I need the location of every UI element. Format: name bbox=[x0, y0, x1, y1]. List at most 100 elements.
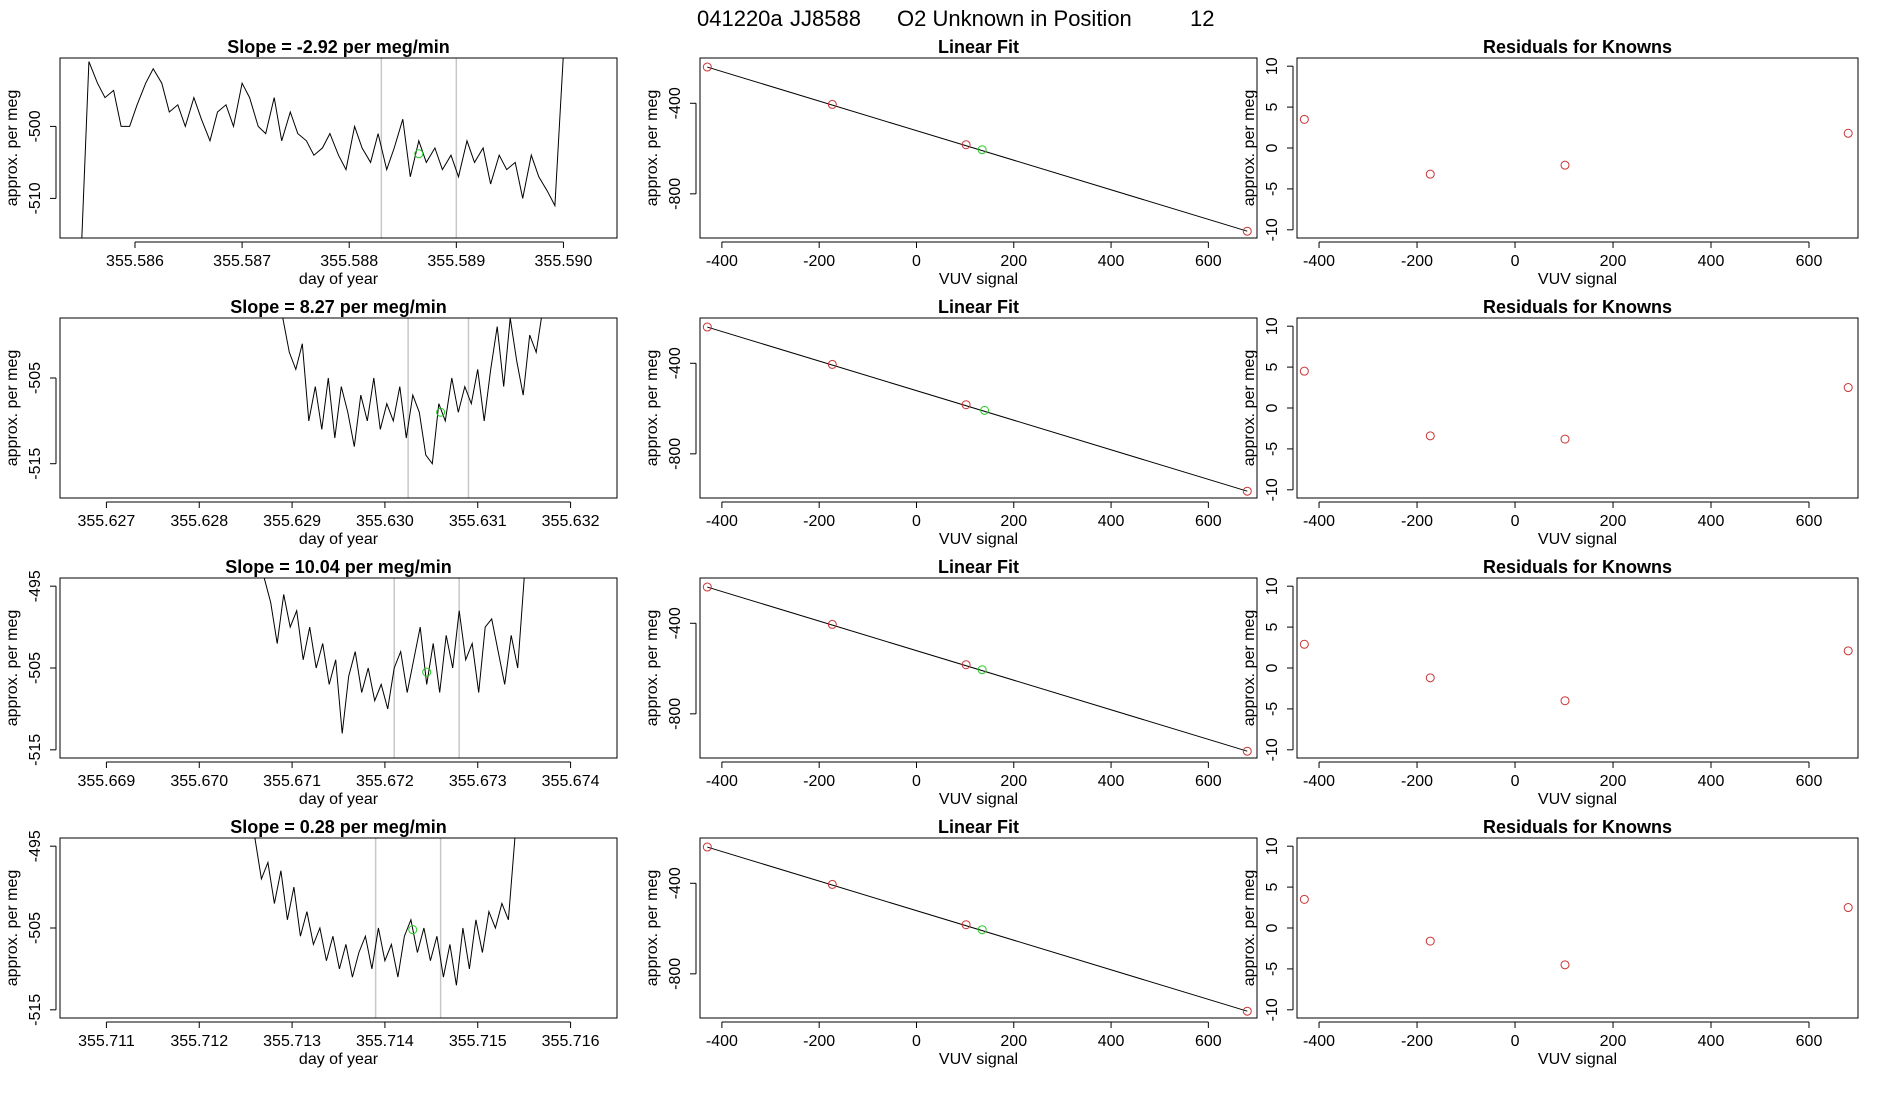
y-tick-label-2: -800 bbox=[667, 178, 684, 210]
x-axis-label: VUV signal bbox=[1538, 1051, 1617, 1068]
y-axis-label: approx. per meg bbox=[4, 350, 21, 467]
y-tick-label-1: -505 bbox=[27, 362, 44, 394]
x-tick-label-4: 200 bbox=[1000, 513, 1027, 530]
x-tick-label-5: 400 bbox=[1098, 773, 1125, 790]
chart-title: Residuals for Knowns bbox=[1483, 557, 1672, 577]
known-point-3 bbox=[1560, 434, 1570, 444]
known-point-3 bbox=[961, 400, 971, 410]
x-tick-label-3: 355.671 bbox=[263, 773, 321, 790]
known-point-3 bbox=[1560, 160, 1570, 170]
known-point-3 bbox=[961, 140, 971, 150]
known-point-1 bbox=[702, 322, 712, 332]
known-point-1 bbox=[702, 62, 712, 72]
plot-area bbox=[1299, 639, 1853, 706]
x-tick-label-3: 0 bbox=[912, 773, 921, 790]
y-tick-label-3: 0 bbox=[1264, 663, 1281, 672]
x-tick-label-6: 600 bbox=[1796, 1033, 1823, 1050]
y-axis-label: approx. per meg bbox=[4, 90, 21, 207]
x-tick-label-3: 0 bbox=[1511, 513, 1520, 530]
y-tick-label-3: -515 bbox=[27, 994, 44, 1026]
chart-panel-r3-c2: Linear Fit -400 -200 0 200 400 600 VUV signal -4… bbox=[644, 557, 1258, 808]
y-tick-label-2: -800 bbox=[667, 438, 684, 470]
y-tick-label-2: 5 bbox=[1264, 883, 1281, 892]
plot-area bbox=[1299, 894, 1853, 970]
x-tick-label-4: 355.589 bbox=[427, 253, 485, 270]
y-tick-label-4: -5 bbox=[1264, 702, 1281, 716]
plot-area bbox=[254, 838, 516, 1018]
chart-panel-r2-c3: Residuals for Knowns -400 -200 0 200 400 600 VU… bbox=[1241, 297, 1859, 548]
x-tick-label-5: 355.631 bbox=[449, 513, 507, 530]
fit-line bbox=[707, 326, 1248, 492]
figure-title: 041220a JJ8588 O2 Unknown in Position 12 bbox=[697, 6, 1214, 31]
known-point-1 bbox=[702, 582, 712, 592]
chart-panel-r2-c1: Slope = 8.27 per meg/min 355.627 355.628 35… bbox=[4, 297, 618, 548]
x-axis-label: VUV signal bbox=[939, 1051, 1018, 1068]
known-point-2 bbox=[827, 619, 837, 629]
y-axis-label: approx. per meg bbox=[644, 90, 661, 207]
chart-panel-r1-c1: Slope = -2.92 per meg/min 355.586 355.587 3… bbox=[4, 37, 618, 288]
y-axis-label: approx. per meg bbox=[644, 610, 661, 727]
x-tick-label-1: 355.627 bbox=[77, 513, 135, 530]
chart-panel-r3-c1: Slope = 10.04 per meg/min 355.669 355.670 3… bbox=[4, 557, 618, 808]
plot-area bbox=[702, 62, 1252, 236]
x-tick-label-6: 600 bbox=[1195, 773, 1222, 790]
x-tick-label-2: -200 bbox=[803, 1033, 835, 1050]
x-tick-label-3: 0 bbox=[1511, 253, 1520, 270]
plot-frame bbox=[1296, 317, 1859, 499]
x-tick-label-4: 200 bbox=[1600, 253, 1627, 270]
x-tick-label-1: -400 bbox=[1303, 253, 1335, 270]
plot-area bbox=[282, 318, 542, 498]
x-tick-label-2: 355.712 bbox=[170, 1033, 228, 1050]
y-axis-label: approx. per meg bbox=[1241, 350, 1258, 467]
x-axis-label: VUV signal bbox=[939, 791, 1018, 808]
y-tick-label-2: -505 bbox=[27, 652, 44, 684]
y-axis-label: approx. per meg bbox=[4, 610, 21, 727]
data-series-line bbox=[254, 838, 516, 986]
x-tick-label-4: 200 bbox=[1000, 253, 1027, 270]
x-tick-label-4: 200 bbox=[1600, 513, 1627, 530]
known-point-4 bbox=[1843, 128, 1853, 138]
known-point-3 bbox=[961, 660, 971, 670]
y-tick-label-1: 10 bbox=[1264, 837, 1281, 855]
x-tick-label-6: 355.632 bbox=[542, 513, 600, 530]
unknown-point bbox=[977, 925, 987, 935]
y-tick-label-1: 10 bbox=[1264, 577, 1281, 595]
known-point-4 bbox=[1242, 486, 1252, 496]
x-tick-label-5: 355.590 bbox=[535, 253, 593, 270]
y-tick-label-4: -5 bbox=[1264, 442, 1281, 456]
y-tick-label-1: -400 bbox=[667, 867, 684, 899]
x-tick-label-1: -400 bbox=[706, 1033, 738, 1050]
plot-frame bbox=[59, 577, 618, 759]
y-tick-label-1: 10 bbox=[1264, 317, 1281, 335]
y-tick-label-3: 0 bbox=[1264, 403, 1281, 412]
x-tick-label-3: 355.713 bbox=[263, 1033, 321, 1050]
y-axis-label: approx. per meg bbox=[644, 350, 661, 467]
x-tick-label-2: 355.670 bbox=[170, 773, 228, 790]
known-point-3 bbox=[1560, 696, 1570, 706]
chart-title: Slope = 8.27 per meg/min bbox=[230, 297, 447, 317]
known-point-1 bbox=[702, 842, 712, 852]
y-axis-label: approx. per meg bbox=[644, 870, 661, 987]
chart-title: Linear Fit bbox=[938, 557, 1019, 577]
fit-line bbox=[707, 846, 1248, 1012]
chart-title: Slope = 0.28 per meg/min bbox=[230, 817, 447, 837]
chart-panel-r4-c3: Residuals for Knowns -400 -200 0 200 400 600 VU… bbox=[1241, 817, 1859, 1068]
y-tick-label-3: -515 bbox=[27, 734, 44, 766]
x-axis-label: day of year bbox=[299, 791, 379, 808]
x-tick-label-6: 600 bbox=[1195, 513, 1222, 530]
y-tick-label-5: -10 bbox=[1264, 218, 1281, 241]
plot-area bbox=[702, 582, 1252, 756]
known-point-1 bbox=[1299, 639, 1309, 649]
x-tick-label-5: 400 bbox=[1698, 253, 1725, 270]
x-tick-label-2: 355.587 bbox=[213, 253, 271, 270]
plot-frame bbox=[699, 317, 1258, 499]
x-tick-label-3: 0 bbox=[1511, 773, 1520, 790]
chart-panel-r2-c2: Linear Fit -400 -200 0 200 400 600 VUV signal -4… bbox=[644, 297, 1258, 548]
y-tick-label-1: -400 bbox=[667, 87, 684, 119]
x-tick-label-3: 0 bbox=[912, 253, 921, 270]
x-tick-label-6: 600 bbox=[1195, 1033, 1222, 1050]
y-tick-label-1: -400 bbox=[667, 347, 684, 379]
chart-title: Linear Fit bbox=[938, 37, 1019, 57]
y-tick-label-2: -505 bbox=[27, 912, 44, 944]
y-tick-label-5: -10 bbox=[1264, 738, 1281, 761]
